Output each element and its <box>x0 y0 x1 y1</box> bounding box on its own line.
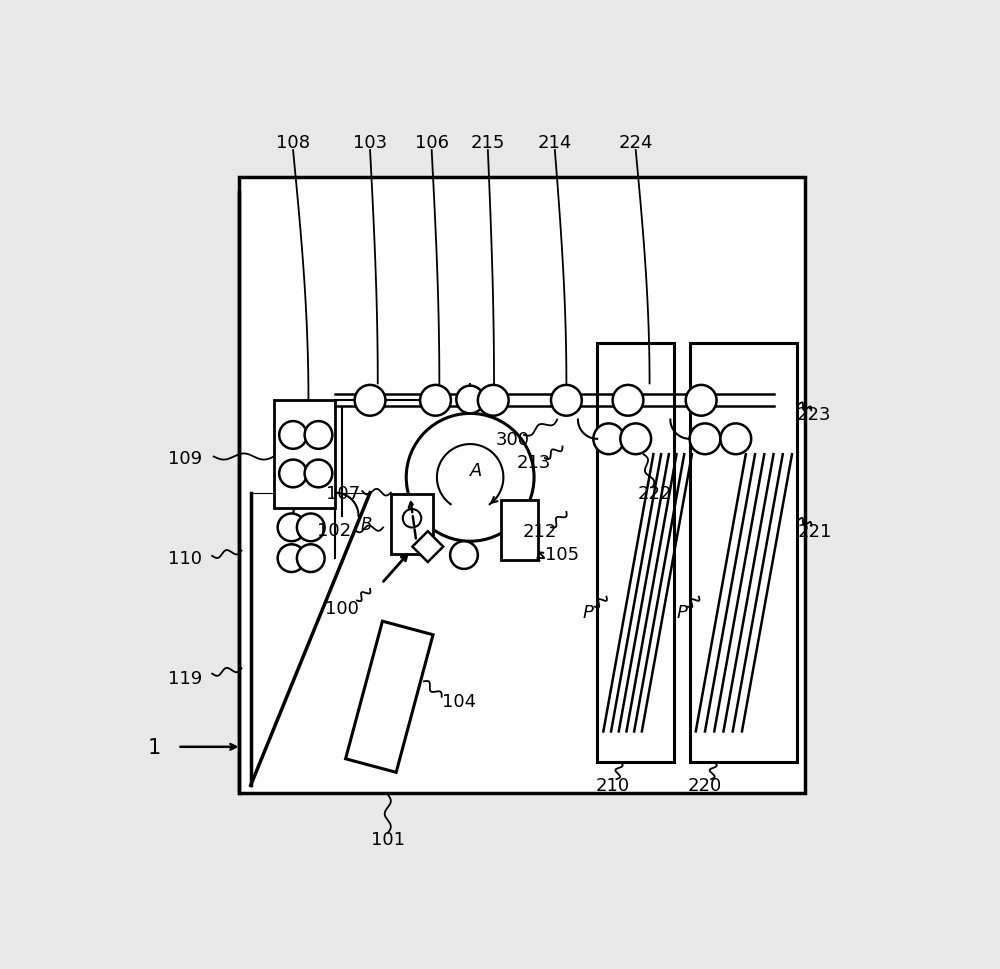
Circle shape <box>720 424 751 454</box>
Circle shape <box>420 386 451 417</box>
Text: 213: 213 <box>517 453 551 471</box>
Polygon shape <box>346 621 433 772</box>
Circle shape <box>593 424 624 454</box>
Circle shape <box>278 514 305 542</box>
Text: 108: 108 <box>276 135 310 152</box>
Bar <box>239 178 805 794</box>
Circle shape <box>355 386 385 417</box>
Circle shape <box>406 414 534 542</box>
Text: 221: 221 <box>797 522 832 541</box>
Circle shape <box>686 386 717 417</box>
Circle shape <box>279 460 307 487</box>
Circle shape <box>297 545 325 573</box>
Circle shape <box>613 386 643 417</box>
Circle shape <box>690 424 720 454</box>
Circle shape <box>305 460 332 487</box>
Text: 110: 110 <box>168 549 202 568</box>
Circle shape <box>450 542 478 570</box>
Text: 223: 223 <box>797 406 832 423</box>
Bar <box>597 343 674 763</box>
Text: 224: 224 <box>618 135 653 152</box>
Text: 214: 214 <box>538 135 572 152</box>
Bar <box>391 495 433 554</box>
Circle shape <box>456 387 484 414</box>
Text: 215: 215 <box>471 135 505 152</box>
Text: P: P <box>676 604 687 621</box>
Text: 210: 210 <box>596 776 630 795</box>
Circle shape <box>279 422 307 450</box>
Text: 222: 222 <box>638 484 672 502</box>
Text: 212: 212 <box>522 522 557 541</box>
Text: B: B <box>361 515 372 533</box>
Text: 220: 220 <box>688 776 722 795</box>
Polygon shape <box>412 532 443 562</box>
Text: 103: 103 <box>353 135 387 152</box>
Bar <box>501 501 538 561</box>
Circle shape <box>478 386 509 417</box>
Circle shape <box>297 514 325 542</box>
Circle shape <box>278 545 305 573</box>
Text: 104: 104 <box>442 692 476 710</box>
Text: 109: 109 <box>168 450 202 468</box>
Text: 106: 106 <box>415 135 449 152</box>
Text: 107: 107 <box>326 484 360 502</box>
Text: 1: 1 <box>148 737 161 757</box>
Text: 102: 102 <box>317 521 351 539</box>
Bar <box>690 343 797 763</box>
Text: A: A <box>470 461 482 479</box>
Circle shape <box>620 424 651 454</box>
Text: 105: 105 <box>545 546 580 564</box>
Bar <box>274 401 335 509</box>
Circle shape <box>305 422 332 450</box>
Text: P: P <box>583 604 593 621</box>
Text: 101: 101 <box>371 830 405 848</box>
Text: 119: 119 <box>168 669 202 687</box>
Circle shape <box>551 386 582 417</box>
Circle shape <box>403 510 421 528</box>
Text: 100: 100 <box>325 600 358 617</box>
Text: 300: 300 <box>496 430 530 449</box>
